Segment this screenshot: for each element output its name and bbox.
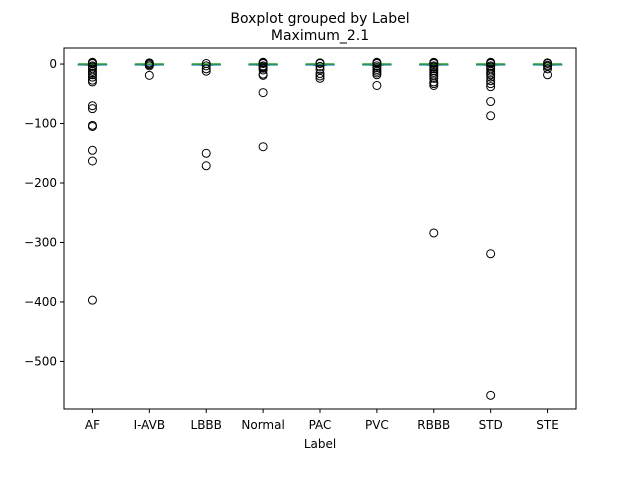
outlier-point [372,80,382,90]
x-tick-label: AF [85,418,100,432]
outlier-point [486,76,496,86]
y-tick-label: −200 [24,176,57,190]
x-axis: AF I-AVB LBBB Normal PAC PVC RBBB STD STE [85,409,559,432]
chart-title: Maximum_2.1 [271,28,369,44]
outlier-point [486,111,496,121]
outlier-point [315,61,325,71]
x-tick-label: RBBB [417,418,450,432]
box-group-af [77,57,108,305]
outlier-point [201,61,211,71]
outlier-point [87,104,97,114]
outlier-point [315,69,325,79]
outlier-point [486,79,496,89]
outlier-point [201,161,211,171]
outlier-point [87,72,97,82]
y-axis: 0 −100 −200 −300 −400 −500 [24,57,64,368]
outlier-point [258,142,268,152]
box-group-std [475,57,506,400]
plot-area [77,57,563,400]
x-axis-label: Label [304,437,336,451]
y-tick-label: 0 [49,57,57,71]
outlier-point [486,70,496,80]
box-group-rbbb [419,57,449,238]
box-group-i-avb [134,58,165,80]
outlier-point [87,156,97,166]
outlier-point [201,148,211,158]
outlier-point [429,58,439,68]
x-tick-label: STD [479,418,503,432]
outlier-point [87,295,97,305]
box-group-normal [248,57,278,152]
y-tick-label: −400 [24,295,57,309]
outlier-point [429,73,439,83]
outlier-point [315,73,325,83]
outlier-point [144,70,154,80]
outlier-point [87,145,97,155]
outlier-point [258,58,268,68]
outlier-point [486,249,496,259]
outlier-point [486,390,496,400]
outlier-point [315,64,325,74]
outlier-point [486,72,496,82]
outlier-point [258,65,268,75]
x-tick-label: STE [536,418,559,432]
outlier-point [258,88,268,98]
outlier-point [315,71,325,81]
box-group-pac [305,58,335,83]
outlier-point [543,70,553,80]
outlier-point [486,97,496,107]
box-group-pvc [362,57,392,90]
outlier-point [429,80,439,90]
x-tick-label: PAC [309,418,332,432]
outlier-point [429,228,439,238]
chart-suptitle: Boxplot grouped by Label [230,11,409,27]
outlier-point [144,61,154,71]
y-tick-label: −500 [24,354,57,368]
outlier-point [201,64,211,74]
outlier-point [543,64,553,74]
box-group-ste [532,58,563,80]
box-group-lbbb [191,58,221,171]
outlier-point [87,77,97,87]
outlier-point [486,82,496,92]
x-tick-label: Normal [241,418,284,432]
y-tick-label: −300 [24,235,57,249]
y-tick-label: −100 [24,117,57,131]
outlier-point [87,101,97,111]
x-tick-label: LBBB [191,418,222,432]
outlier-point [258,70,268,80]
outlier-point [201,66,211,76]
outlier-point [87,122,97,132]
outlier-point [87,70,97,80]
x-tick-label: I-AVB [134,418,166,432]
outlier-point [315,58,325,68]
x-tick-label: PVC [365,418,389,432]
outlier-point [372,70,382,80]
